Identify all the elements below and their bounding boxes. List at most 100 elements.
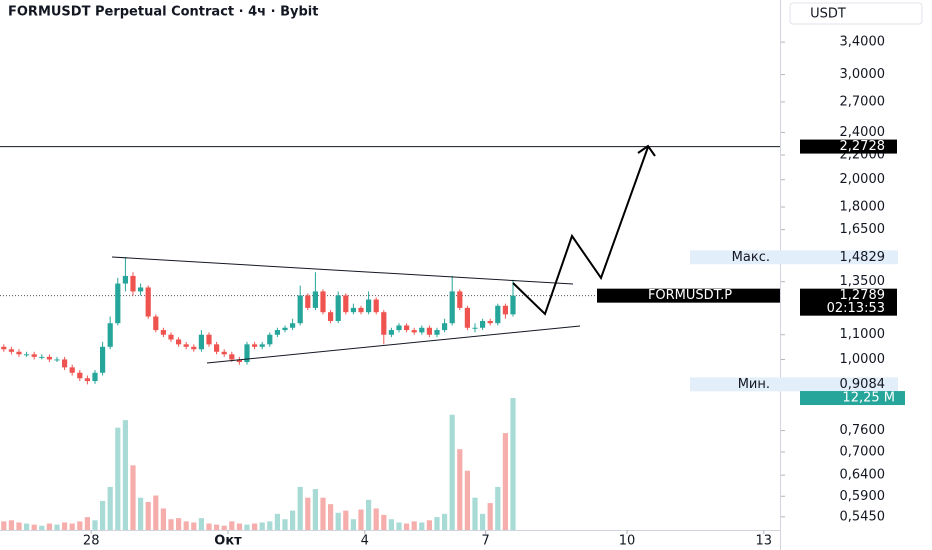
forecast-arrowhead [637,144,656,157]
x-tick-label: 13 [756,534,773,549]
trend-line-upper [111,256,574,285]
candle-body [16,351,22,355]
volume-bar [31,524,37,530]
volume-bar [297,486,303,530]
drawings [111,144,656,364]
volume-bar [404,523,410,530]
trend-line-lower [206,325,581,364]
volume-bar [176,518,182,530]
candle-body [320,291,326,313]
candle-body [229,354,235,360]
candle-body [39,356,45,358]
volume-bar [77,521,83,530]
volume-bar [92,520,98,530]
volume-bar [373,508,379,530]
volume-bar [1,521,7,530]
volume-bar [24,523,30,530]
candle-body [160,330,166,335]
low-tag-bg [690,377,898,392]
candle-body [290,323,296,328]
candle-body [24,354,30,356]
volume-bar [442,513,448,530]
candle-body [107,323,113,347]
y-tick-label: 1,3500 [840,274,886,289]
volume-bar [100,500,106,530]
unit-box[interactable] [789,2,923,25]
volume-bar [69,523,75,530]
candle-body [191,346,197,350]
y-tick-label: 2,7000 [840,94,886,109]
candle-body [343,295,349,313]
last-price-label: 1,2789 [840,288,886,303]
candle-body [373,299,379,313]
volume-bar [449,414,455,530]
candle-body [115,283,121,324]
volume-bar [426,520,432,530]
volume-bar [8,520,14,530]
candle-body [396,325,402,331]
candle-body [350,307,356,313]
chart-title: FORMUSDT Perpetual Contract · 4ч · Bybit [8,5,318,20]
candle-body [130,275,136,292]
y-tick-label: 3,4000 [840,35,886,50]
volume-bar [54,524,60,530]
y-tick-label: 1,0000 [840,352,886,367]
volume-bar [381,514,387,530]
volume-bar [191,522,197,530]
volume-bar [206,523,212,530]
y-tick-label: 2,0000 [840,172,886,187]
x-tick-label: 4 [361,534,369,549]
volume-bar [396,522,402,530]
volume-bar [236,523,242,530]
volume-bar [198,518,204,530]
candle-body [214,344,220,352]
candle-body [480,320,486,328]
volume-bar [502,433,508,530]
volume-bar [434,517,440,530]
candle-body [449,291,455,324]
candle-body [84,378,90,382]
y-tick-label: 0,7000 [840,444,886,459]
volume-bar [115,427,121,530]
candle-body [457,291,463,308]
symbol-tag-text: FORMUSDT.P [648,288,732,303]
volume-bar [472,497,478,530]
candle-body [426,327,432,335]
candle-body [274,330,280,335]
last-price-tag-bg [800,288,897,316]
volume-bar [274,513,280,530]
volume-bar [46,523,52,530]
candle-body [388,330,394,335]
candle-body [138,287,144,292]
volume-bar [62,522,68,530]
volume-bar [107,486,113,530]
volume-bar [350,519,356,530]
candle-body [442,323,448,331]
low-tag-text: Мин. [738,377,770,392]
candle-body [472,327,478,329]
candle-body [312,291,318,308]
candle-body [419,327,425,333]
candle-body [259,344,265,347]
volume-bar [145,501,151,530]
volume-bar [312,489,318,530]
candle-body [1,346,7,350]
volume-bar [305,497,311,530]
candle-body [282,327,288,331]
volume-bar [457,449,463,530]
x-tick-label: 10 [619,534,636,549]
volume-bar [320,497,326,530]
candle-body [502,305,508,315]
volume-bar [259,522,265,530]
plot [0,146,780,530]
candle-body [77,372,83,379]
volume-bar [464,470,470,530]
candle-body [100,346,106,373]
candle-body [434,330,440,335]
candle-body [145,287,151,317]
high-tag-bg [690,250,898,265]
volume-bar [411,521,417,530]
volume-bar [335,512,341,530]
volume-bar [343,510,349,530]
